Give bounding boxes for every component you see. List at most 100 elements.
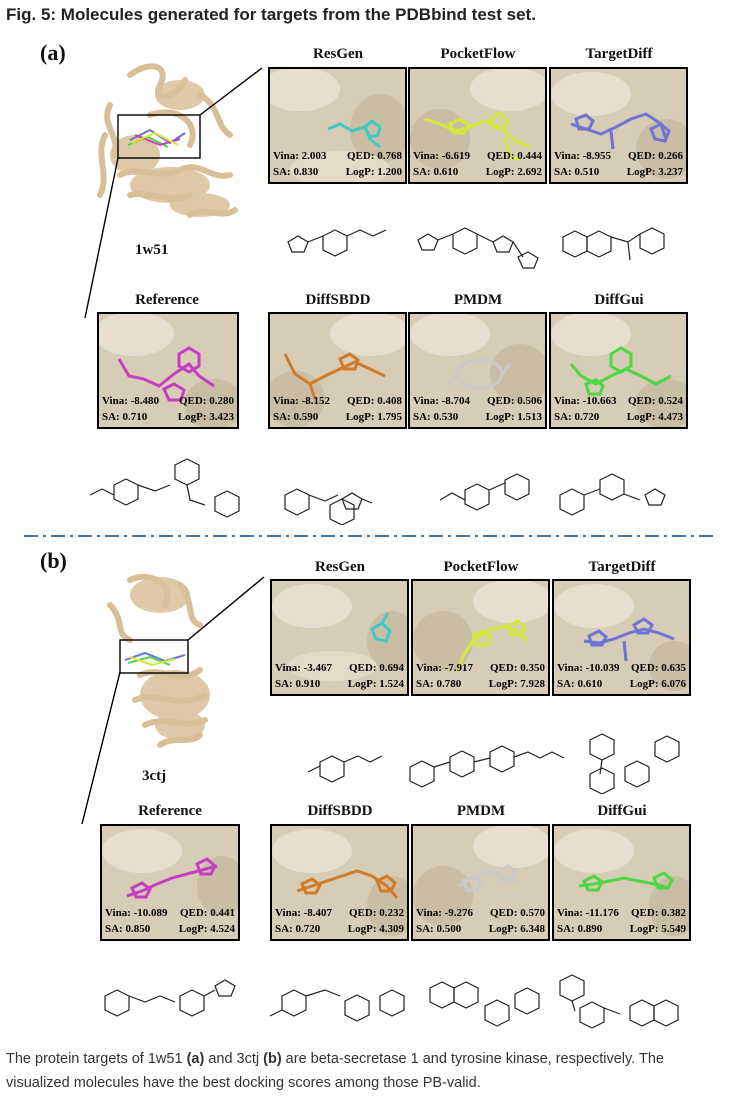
metric-logp: LogP: 4.309 [347,923,404,935]
section-label-a: (a) [40,40,66,65]
metric-logp: LogP: 1.795 [345,411,402,423]
panel-b-reference: Vina: -10.089 QED: 0.441 SA: 0.850 LogP: 4.… [100,824,240,941]
panel-a-targetdiff: Vina: -8.955 QED: 0.266 SA: 0.510 LogP: 3.2… [549,67,688,184]
caption-label-a: (a) [186,1051,205,1067]
section-divider [24,535,714,537]
panel-b-pmdm: Vina: -9.276 QED: 0.570 SA: 0.500 LogP: 6.3… [411,824,550,941]
metric-qed: QED: 0.506 [487,395,542,407]
metric-vina: Vina: -10.089 [105,907,168,919]
metric-qed: QED: 0.382 [631,907,686,919]
metric-sa: SA: 0.530 [413,411,459,423]
panel-b-diffgui: Vina: -11.176 QED: 0.382 SA: 0.890 LogP: 5.… [552,824,691,941]
panel-title-a-pocketflow: PocketFlow [440,46,516,62]
metric-vina: Vina: -10.039 [557,662,620,674]
metric-logp: LogP: 1.524 [347,678,404,690]
metric-vina: Vina: -8.480 [102,395,160,407]
protein-structure-1w51 [97,63,238,218]
metric-vina: Vina: -8.704 [413,395,471,407]
metric-logp: LogP: 2.692 [485,166,542,178]
metric-vina: Vina: -9.276 [416,907,474,919]
panel-title-a-diffsbdd: DiffSBDD [305,292,371,308]
caption-part1: The protein targets of 1w51 [6,1051,187,1067]
panel-a-pmdm: Vina: -8.704 QED: 0.506 SA: 0.530 LogP: 1.5… [408,312,547,429]
panel-a-diffsbdd: Vina: -8.152 QED: 0.408 SA: 0.590 LogP: 1.7… [268,312,407,429]
metric-qed: QED: 0.350 [490,662,545,674]
metric-logp: LogP: 1.200 [345,166,402,178]
metric-logp: LogP: 5.549 [629,923,686,935]
metric-qed: QED: 0.694 [349,662,404,674]
caption-label-b: (b) [263,1051,282,1067]
metric-qed: QED: 0.635 [631,662,686,674]
panel-title-a-reference: Reference [135,292,199,308]
panel-a-diffgui: Vina: -10.663 QED: 0.524 SA: 0.720 LogP: 4.… [549,312,688,429]
metric-vina: Vina: -11.176 [557,907,619,919]
panel-a-resgen: Vina: 2.003 QED: 0.768 SA: 0.830 LogP: 1.20… [268,67,407,184]
metric-qed: QED: 0.408 [347,395,402,407]
metric-qed: QED: 0.266 [628,150,683,162]
panel-title-b-pmdm: PMDM [456,803,506,819]
panel-b-pocketflow: Vina: -7.917 QED: 0.350 SA: 0.780 LogP: 7.9… [411,579,550,696]
metric-vina: Vina: -3.467 [275,662,333,674]
metric-qed: QED: 0.441 [180,907,235,919]
metric-logp: LogP: 3.237 [626,166,683,178]
metric-vina: Vina: -7.917 [416,662,474,674]
metric-vina: Vina: -8.955 [554,150,612,162]
metric-sa: SA: 0.850 [105,923,151,935]
metric-sa: SA: 0.610 [557,678,603,690]
metric-sa: SA: 0.780 [416,678,462,690]
metric-logp: LogP: 3.423 [177,411,234,423]
metric-sa: SA: 0.720 [275,923,321,935]
metric-qed: QED: 0.280 [179,395,234,407]
metric-sa: SA: 0.830 [273,166,319,178]
metric-sa: SA: 0.710 [102,411,148,423]
section-label-b: (b) [40,548,67,573]
caption-part3: are beta-secretase 1 and tyrosine kinase… [6,1051,664,1091]
figure-title: Fig. 5: Molecules generated for targets … [6,5,536,24]
metric-sa: SA: 0.720 [554,411,600,423]
metric-sa: SA: 0.510 [554,166,600,178]
panel-title-b-diffsbdd: DiffSBDD [307,803,373,819]
metric-vina: Vina: -8.152 [273,395,331,407]
metric-sa: SA: 0.590 [273,411,319,423]
metric-qed: QED: 0.768 [347,150,402,162]
metric-vina: Vina: -6.619 [413,150,471,162]
metric-logp: LogP: 4.524 [178,923,235,935]
metric-qed: QED: 0.524 [628,395,683,407]
panel-title-b-pocketflow: PocketFlow [443,559,519,575]
metric-sa: SA: 0.910 [275,678,321,690]
figure-caption: The protein targets of 1w51 (a) and 3ctj… [6,1047,730,1095]
panel-title-b-diffgui: DiffGui [597,803,647,819]
metric-vina: Vina: -8.407 [275,907,333,919]
metric-qed: QED: 0.232 [349,907,404,919]
molecule-structures-a-row2 [89,458,666,525]
metric-vina: Vina: 2.003 [273,150,327,162]
metric-qed: QED: 0.444 [487,150,542,162]
panel-a-pocketflow: Vina: -6.619 QED: 0.444 SA: 0.610 LogP: 2.6… [408,67,547,184]
panel-title-a-pmdm: PMDM [453,292,503,308]
panel-title-b-resgen: ResGen [315,559,365,575]
metric-sa: SA: 0.890 [557,923,603,935]
molecule-structures-b-row2 [104,974,679,1029]
metric-logp: LogP: 6.348 [488,923,545,935]
metric-qed: QED: 0.570 [490,907,545,919]
metric-logp: LogP: 1.513 [485,411,542,423]
panel-title-a-resgen: ResGen [313,46,363,62]
protein-id-1w51: 1w51 [135,242,169,258]
panel-title-a-targetdiff: TargetDiff [585,46,653,62]
metric-sa: SA: 0.500 [416,923,462,935]
panel-title-b-reference: Reference [138,803,202,819]
metric-sa: SA: 0.610 [413,166,459,178]
metric-logp: LogP: 7.928 [488,678,545,690]
protein-id-3ctj: 3ctj [142,768,167,784]
metric-logp: LogP: 4.473 [626,411,683,423]
panel-a-reference: Vina: -8.480 QED: 0.280 SA: 0.710 LogP: 3.4… [97,312,239,429]
panel-b-targetdiff: Vina: -10.039 QED: 0.635 SA: 0.610 LogP: 6.… [552,579,691,696]
metric-vina: Vina: -10.663 [554,395,617,407]
caption-part2: and 3ctj [204,1051,264,1067]
metric-logp: LogP: 6.076 [629,678,686,690]
panel-title-b-targetdiff: TargetDiff [588,559,656,575]
molecule-structures-b-row1 [307,733,680,794]
panel-title-a-diffgui: DiffGui [594,292,644,308]
protein-structure-3ctj [107,573,210,748]
panel-b-diffsbdd: Vina: -8.407 QED: 0.232 SA: 0.720 LogP: 4.3… [270,824,409,941]
